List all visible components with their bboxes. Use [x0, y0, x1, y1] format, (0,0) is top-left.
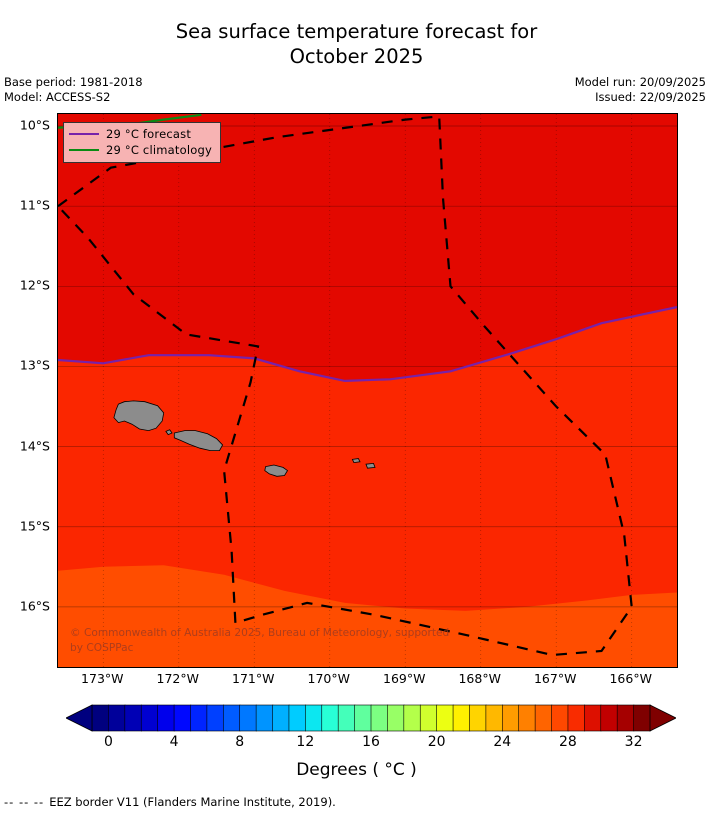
meta-right: Model run: 20/09/2025 Issued: 22/09/2025 [575, 75, 706, 105]
watermark-line-2: by COSPPac [70, 642, 134, 654]
colorbar-segment [485, 704, 503, 732]
island-polygon [264, 464, 289, 477]
colorbar-label: Degrees ( °C ) [296, 760, 417, 780]
x-tick-label: 167°W [533, 671, 577, 686]
island-polygon [351, 458, 361, 464]
y-tick-label: 13°S [19, 357, 50, 373]
legend-item-climatology: 29 °C climatology [69, 142, 212, 158]
base-period-text: Base period: 1981-2018 [4, 75, 143, 89]
colorbar-tick-label: 8 [235, 734, 245, 750]
map-canvas [58, 114, 677, 667]
colorbar-svg [66, 704, 676, 732]
y-tick-label: 16°S [19, 598, 50, 614]
island-polygon [173, 430, 224, 452]
colorbar-ticks: 0 4 8 12 16 20 24 28 32 [66, 734, 676, 754]
meta-left: Base period: 1981-2018 Model: ACCESS-S2 [4, 75, 143, 105]
x-tick-label: 170°W [307, 671, 350, 686]
colorbar-segment [518, 704, 536, 732]
colorbar-segment [419, 704, 438, 732]
y-tick-label: 11°S [19, 197, 50, 213]
colorbar-segment [534, 704, 553, 732]
colorbar-segment [616, 704, 635, 732]
colorbar-segment [436, 704, 454, 732]
model-text: Model: ACCESS-S2 [4, 90, 111, 104]
colorbar-segment [91, 704, 110, 732]
colorbar-segment [190, 704, 208, 732]
colorbar-arrow-max [649, 704, 676, 732]
eez-border-line [58, 115, 633, 657]
colorbar-segment [403, 704, 421, 732]
colorbar-segment [551, 704, 569, 732]
colorbar-segment [354, 704, 372, 732]
colorbar-segment [370, 704, 389, 732]
colorbar-tick-label: 12 [296, 734, 315, 750]
title-line-1: Sea surface temperature forecast for [175, 20, 538, 43]
footer-text: EEZ border V11 (Flanders Marine Institut… [49, 795, 336, 809]
title-line-2: October 2025 [289, 45, 424, 68]
colorbar-segment [255, 704, 274, 732]
colorbar-tick-label: 4 [169, 734, 179, 750]
x-tick-label: 172°W [156, 671, 199, 686]
watermark-line-1: © Commonwealth of Australia 2025, Bureau… [70, 627, 450, 639]
y-tick-label: 15°S [19, 518, 50, 534]
contour-legend: 29 °C forecast 29 °C climatology [63, 122, 221, 163]
colorbar-segment [305, 704, 323, 732]
colorbar-segment [567, 704, 586, 732]
copyright-watermark: © Commonwealth of Australia 2025, Bureau… [70, 626, 510, 656]
x-tick-label: 168°W [458, 671, 501, 686]
legend-line-climatology-icon [69, 149, 99, 151]
y-tick-label: 12°S [19, 277, 50, 293]
legend-label-climatology: 29 °C climatology [106, 142, 212, 157]
colorbar-segment [222, 704, 241, 732]
x-tick-label: 166°W [609, 671, 652, 686]
colorbar-tick-label: 20 [427, 734, 446, 750]
map-svg [58, 114, 677, 667]
island-polygon [365, 462, 376, 469]
colorbar-segment [600, 704, 618, 732]
colorbar-segment [140, 704, 159, 732]
colorbar-tick-label: 28 [559, 734, 577, 750]
y-tick-label: 10°S [19, 117, 50, 133]
colorbar-segment [452, 704, 471, 732]
colorbar-segment [387, 704, 405, 732]
colorbar-segment [633, 704, 651, 732]
footer-note: -- -- -- EEZ border V11 (Flanders Marine… [4, 795, 336, 809]
colorbar [66, 703, 676, 733]
x-tick-label: 173°W [81, 671, 124, 686]
colorbar-arrow-min [66, 704, 93, 732]
colorbar-segment [206, 704, 224, 732]
colorbar-segment [469, 704, 487, 732]
model-run-text: Model run: 20/09/2025 [574, 75, 706, 89]
colorbar-segment [321, 704, 339, 732]
legend-label-forecast: 29 °C forecast [106, 126, 192, 141]
colorbar-segment [124, 704, 142, 732]
colorbar-segment [288, 704, 307, 732]
legend-item-forecast: 29 °C forecast [69, 126, 212, 142]
issued-text: Issued: 22/09/2025 [595, 90, 706, 104]
colorbar-segment [272, 704, 290, 732]
colorbar-tick-label: 24 [493, 734, 512, 750]
legend-line-forecast-icon [69, 133, 99, 135]
map-plot-area: 29 °C forecast 29 °C climatology © Commo… [57, 113, 678, 668]
x-tick-label: 169°W [383, 671, 426, 686]
colorbar-segment [501, 704, 520, 732]
colorbar-segment [157, 704, 175, 732]
page-title: Sea surface temperature forecast for Oct… [0, 19, 713, 69]
colorbar-tick-label: 16 [362, 734, 380, 750]
contour-line [58, 306, 677, 383]
island-polygon [165, 429, 173, 436]
colorbar-tick-label: 0 [103, 734, 113, 750]
colorbar-tick-label: 32 [624, 734, 643, 750]
band-27-28 [58, 565, 677, 667]
island-polygon [113, 400, 165, 432]
colorbar-segment [108, 704, 126, 732]
colorbar-segment [337, 704, 356, 732]
colorbar-segment [584, 704, 602, 732]
y-tick-label: 14°S [19, 438, 50, 454]
colorbar-segment [173, 704, 192, 732]
colorbar-segment [239, 704, 257, 732]
eez-dash-icon: -- -- -- [4, 795, 45, 809]
x-tick-label: 171°W [232, 671, 275, 686]
